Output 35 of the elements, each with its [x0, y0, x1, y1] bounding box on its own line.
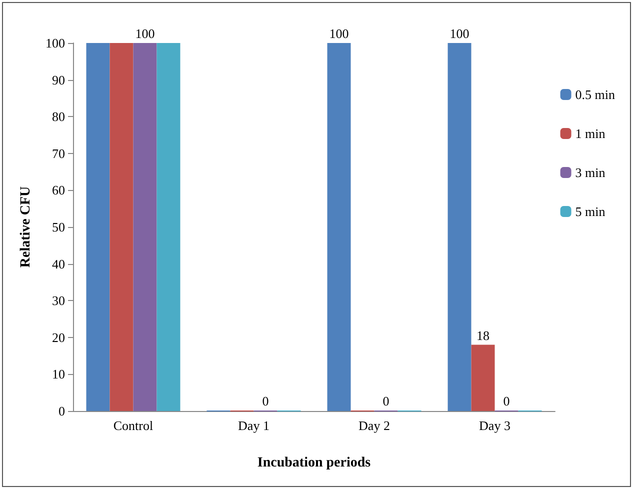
- bar: [110, 43, 134, 411]
- bar: [327, 43, 351, 411]
- data-label: 100: [329, 26, 349, 41]
- legend-label: 5 min: [575, 204, 606, 219]
- data-label: 100: [135, 26, 155, 41]
- bar: [448, 43, 472, 411]
- bar: [86, 43, 110, 411]
- data-label: 0: [503, 394, 510, 408]
- legend-label: 0.5 min: [575, 87, 616, 102]
- y-tick-label: 50: [52, 220, 65, 234]
- data-label: 100: [450, 26, 470, 41]
- x-axis-title: Incubation periods: [257, 456, 372, 470]
- x-tick-label: Day 1: [238, 418, 270, 433]
- y-tick-label: 70: [52, 146, 65, 161]
- y-tick-label: 30: [52, 293, 65, 308]
- data-label: 0: [262, 394, 269, 408]
- legend-label: 1 min: [575, 126, 606, 141]
- y-axis-title: Relative CFU: [18, 186, 34, 268]
- y-tick-label: 10: [52, 366, 65, 382]
- x-tick-label: Control: [113, 418, 154, 433]
- bar: [156, 43, 180, 411]
- y-tick-label: 90: [52, 72, 65, 88]
- y-tick-label: 80: [52, 109, 65, 124]
- bar: [133, 43, 157, 411]
- data-label: 0: [382, 394, 390, 408]
- y-tick-label: 40: [52, 256, 65, 272]
- y-tick-label: 100: [46, 36, 65, 50]
- x-tick-label: Day 2: [358, 418, 390, 433]
- data-label: 18: [476, 328, 490, 343]
- legend-label: 3 min: [575, 165, 606, 180]
- x-tick-label: Day 3: [479, 418, 510, 433]
- y-tick-label: 60: [52, 182, 65, 198]
- y-tick-label: 20: [52, 330, 65, 345]
- y-tick-label: 0: [58, 404, 65, 418]
- bar: [471, 344, 495, 411]
